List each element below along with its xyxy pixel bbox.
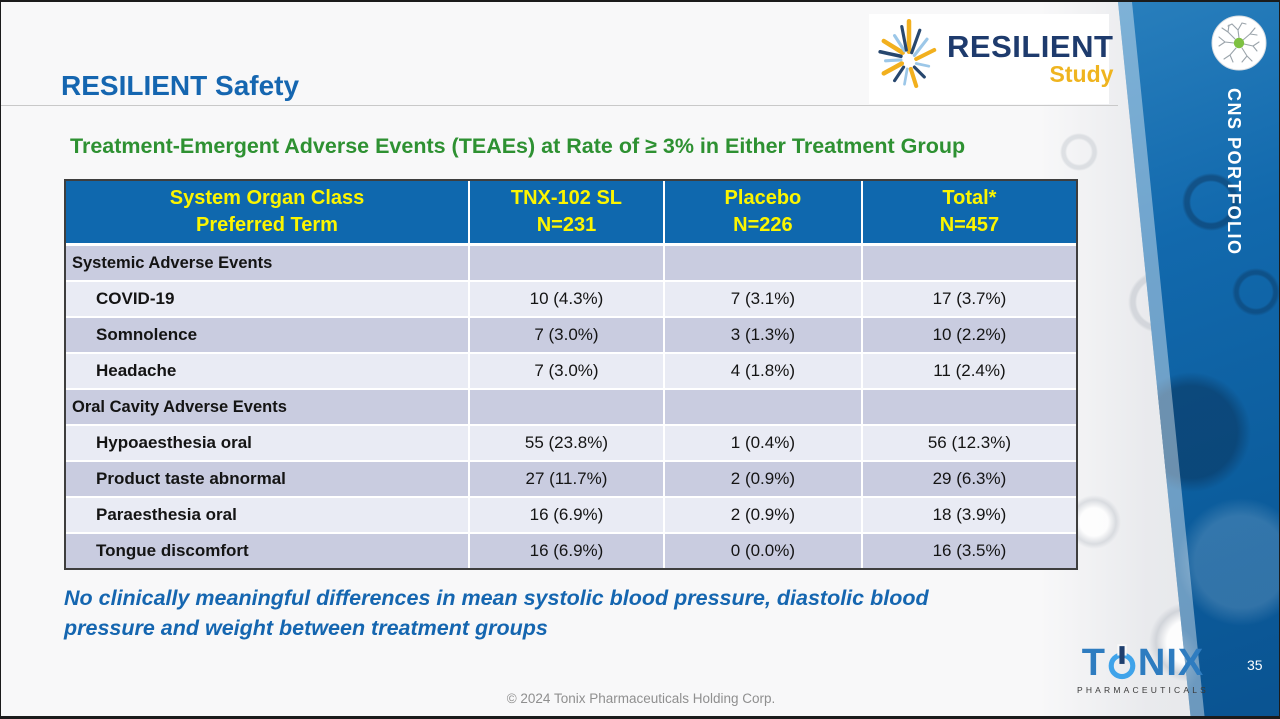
- row-label: Hypoaesthesia oral: [66, 426, 470, 462]
- table-row: Headache 7 (3.0%) 4 (1.8%) 11 (2.4%): [66, 354, 1076, 390]
- row-label: Product taste abnormal: [66, 462, 470, 498]
- cell-total: 16 (3.5%): [862, 534, 1076, 568]
- col-header-system-organ-class: System Organ Class Preferred Term: [66, 181, 470, 246]
- tonix-pharmaceuticals-logo: T NIX PHARMACEUTICALS: [1069, 643, 1217, 695]
- table-row: Hypoaesthesia oral 55 (23.8%) 1 (0.4%) 5…: [66, 426, 1076, 462]
- table-row: Tongue discomfort 16 (6.9%) 0 (0.0%) 16 …: [66, 534, 1076, 568]
- row-label: Tongue discomfort: [66, 534, 470, 568]
- cell-tnx: 27 (11.7%): [470, 462, 665, 498]
- copyright-footer: © 2024 Tonix Pharmaceuticals Holding Cor…: [506, 691, 776, 706]
- cell-tnx: 7 (3.0%): [470, 354, 665, 390]
- cell-placebo: 7 (3.1%): [664, 282, 863, 318]
- cell-tnx: 7 (3.0%): [470, 318, 665, 354]
- table-row: COVID-19 10 (4.3%) 7 (3.1%) 17 (3.7%): [66, 282, 1076, 318]
- cell-total: [862, 390, 1076, 426]
- cell-tnx: 16 (6.9%): [470, 534, 665, 568]
- row-label: Paraesthesia oral: [66, 498, 470, 534]
- tonix-logo-subtext: PHARMACEUTICALS: [1076, 685, 1210, 695]
- safety-note: No clinically meaningful differences in …: [64, 586, 929, 640]
- cell-tnx: 55 (23.8%): [470, 426, 665, 462]
- neuron-icon: [1211, 15, 1267, 71]
- cell-total: 11 (2.4%): [862, 354, 1076, 390]
- cell-total: [862, 246, 1076, 282]
- table-row-section: Oral Cavity Adverse Events: [66, 390, 1076, 426]
- row-label: Headache: [66, 354, 470, 390]
- cell-total: 29 (6.3%): [862, 462, 1076, 498]
- cell-placebo: [664, 246, 863, 282]
- cell-tnx: 10 (4.3%): [470, 282, 665, 318]
- cell-tnx: [470, 390, 665, 426]
- table-row: Product taste abnormal 27 (11.7%) 2 (0.9…: [66, 462, 1076, 498]
- cell-placebo: 4 (1.8%): [664, 354, 863, 390]
- starburst-icon: [878, 18, 937, 89]
- cell-tnx: 16 (6.9%): [470, 498, 665, 534]
- power-button-icon: [1108, 644, 1136, 680]
- cell-placebo: 1 (0.4%): [664, 426, 863, 462]
- cns-portfolio-label: CNS PORTFOLIO: [1224, 88, 1244, 256]
- slide-subtitle: Treatment-Emergent Adverse Events (TEAEs…: [70, 134, 966, 158]
- cell-total: 56 (12.3%): [862, 426, 1076, 462]
- cell-placebo: 0 (0.0%): [664, 534, 863, 568]
- page-title: RESILIENT Safety: [61, 70, 300, 101]
- col-header-total: Total* N=457: [862, 181, 1076, 246]
- table-row: Paraesthesia oral 16 (6.9%) 2 (0.9%) 18 …: [66, 498, 1076, 534]
- cell-tnx: [470, 246, 665, 282]
- col-header-tnx102: TNX-102 SL N=231: [470, 181, 665, 246]
- tonix-logo-t: T: [1081, 642, 1106, 684]
- table-row-section: Systemic Adverse Events: [66, 246, 1076, 282]
- page-number: 35: [1247, 657, 1263, 673]
- col-header-placebo: Placebo N=226: [664, 181, 863, 246]
- cell-total: 18 (3.9%): [862, 498, 1076, 534]
- cell-placebo: 2 (0.9%): [664, 462, 863, 498]
- tonix-logo-nix: NIX: [1137, 642, 1205, 684]
- cell-placebo: [664, 390, 863, 426]
- resilient-study-logo: RESILIENT Study: [869, 14, 1113, 104]
- cell-total: 10 (2.2%): [862, 318, 1076, 354]
- cell-placebo: 3 (1.3%): [664, 318, 863, 354]
- row-label: Systemic Adverse Events: [66, 246, 470, 282]
- teae-table: System Organ Class Preferred Term TNX-10…: [64, 179, 1078, 570]
- table-row: Somnolence 7 (3.0%) 3 (1.3%) 10 (2.2%): [66, 318, 1076, 354]
- table-header-row: System Organ Class Preferred Term TNX-10…: [66, 181, 1076, 246]
- row-label: COVID-19: [66, 282, 470, 318]
- cell-total: 17 (3.7%): [862, 282, 1076, 318]
- title-divider: [1, 105, 1118, 106]
- resilient-logo-subtext: Study: [1049, 61, 1114, 87]
- resilient-logo-text: RESILIENT: [947, 29, 1114, 64]
- row-label: Somnolence: [66, 318, 470, 354]
- row-label: Oral Cavity Adverse Events: [66, 390, 470, 426]
- cell-placebo: 2 (0.9%): [664, 498, 863, 534]
